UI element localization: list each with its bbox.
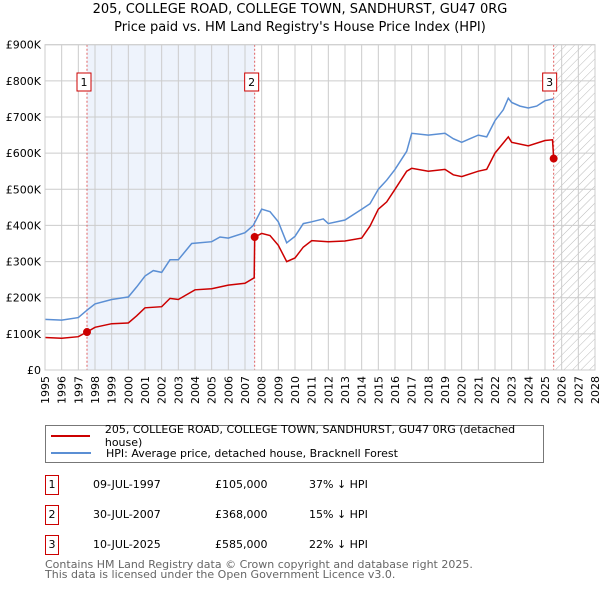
x-tick-label: 2002 — [156, 376, 169, 404]
sale-flag-label: 1 — [81, 76, 88, 89]
sale-date: 10-JUL-2025 — [93, 538, 161, 551]
x-tick-label: 2010 — [289, 376, 302, 404]
chart-title: 205, COLLEGE ROAD, COLLEGE TOWN, SANDHUR… — [92, 2, 508, 17]
x-tick-label: 2014 — [356, 376, 369, 404]
footer-line-2: This data is licensed under the Open Gov… — [45, 568, 396, 581]
x-tick-label: 2007 — [239, 376, 252, 404]
x-tick-label: 2013 — [339, 376, 352, 404]
footer: Contains HM Land Registry data © Crown c… — [45, 558, 473, 581]
x-tick-label: 2027 — [572, 376, 585, 404]
legend-label-property: 205, COLLEGE ROAD, COLLEGE TOWN, SANDHUR… — [104, 423, 516, 449]
x-tick-label: 2004 — [189, 376, 202, 404]
x-tick-label: 2026 — [556, 376, 569, 404]
y-tick-label: £0 — [27, 364, 41, 377]
x-tick-label: 2016 — [389, 376, 402, 404]
x-tick-label: 2018 — [422, 376, 435, 404]
x-tick-label: 1995 — [39, 376, 52, 404]
x-tick-label: 2020 — [456, 376, 469, 404]
sale-price: £585,000 — [215, 538, 268, 551]
x-tick-label: 2008 — [256, 376, 269, 404]
y-tick-label: £500K — [6, 183, 42, 196]
x-tick-label: 1997 — [72, 376, 85, 404]
sale-hpi-diff: 22% ↓ HPI — [309, 538, 368, 551]
sale-date: 09-JUL-1997 — [93, 478, 161, 491]
y-tick-label: £800K — [6, 75, 42, 88]
y-tick-label: £100K — [6, 328, 42, 341]
x-tick-label: 2006 — [222, 376, 235, 404]
legend: 205, COLLEGE ROAD, COLLEGE TOWN, SANDHUR… — [45, 423, 544, 463]
legend-swatch-hpi — [51, 452, 91, 454]
y-tick-label: £300K — [6, 256, 42, 269]
sale-price: £105,000 — [215, 478, 268, 491]
forecast-hatch — [553, 44, 595, 370]
sale-flag-box — [244, 72, 260, 92]
x-tick-label: 2011 — [306, 376, 319, 404]
y-tick-label: £700K — [6, 111, 42, 124]
x-tick-label: 2015 — [372, 376, 385, 404]
x-tick-label: 1999 — [106, 376, 119, 404]
property-price-line — [44, 135, 555, 339]
footer-line-1: Contains HM Land Registry data © Crown c… — [45, 558, 473, 571]
y-tick-label: £600K — [6, 147, 42, 160]
sale-marker — [250, 232, 259, 241]
legend-item-property: 205, COLLEGE ROAD, COLLEGE TOWN, SANDHUR… — [46, 423, 543, 449]
x-tick-label: 2012 — [322, 376, 335, 404]
x-tick-label: 2001 — [139, 376, 152, 404]
y-tick-label: £200K — [6, 292, 42, 305]
x-tick-label: 2009 — [272, 376, 285, 404]
sale-flag-box — [76, 72, 92, 92]
legend-swatch-property — [51, 435, 90, 437]
y-tick-label: £400K — [6, 219, 42, 232]
sale-badge: 2 — [45, 505, 59, 525]
x-tick-label: 1996 — [56, 376, 69, 404]
chart-subtitle: Price paid vs. HM Land Registry's House … — [114, 20, 486, 35]
legend-label-hpi: HPI: Average price, detached house, Brac… — [106, 446, 398, 460]
sale-hpi-diff: 37% ↓ HPI — [309, 478, 368, 491]
x-tick-label: 2005 — [206, 376, 219, 404]
y-tick-label: £900K — [6, 39, 42, 52]
sale-date: 30-JUL-2007 — [93, 508, 161, 521]
x-tick-label: 2028 — [589, 376, 600, 404]
legend-item-hpi: HPI: Average price, detached house, Brac… — [46, 445, 398, 461]
sale-hpi-diff: 15% ↓ HPI — [309, 508, 368, 521]
x-tick-label: 2003 — [172, 376, 185, 404]
sale-badge: 3 — [45, 535, 59, 555]
sale-flag-label: 3 — [546, 76, 553, 89]
sale-badge: 1 — [45, 475, 59, 495]
sale-marker — [83, 328, 91, 337]
chart-svg: 1995 1996 1997 1998 1999 2000 2001 2002 2003 2004… — [6, 39, 600, 404]
x-tick-label: 2025 — [539, 376, 552, 404]
x-tick-label: 2019 — [439, 376, 452, 404]
x-tick-label: 2000 — [122, 376, 135, 404]
sale-flag-label: 2 — [248, 76, 255, 89]
x-tick-label: 2023 — [506, 376, 519, 404]
x-tick-label: 2022 — [489, 376, 502, 404]
x-tick-label: 1998 — [89, 376, 102, 404]
sale-price: £368,000 — [215, 508, 268, 521]
sale-flag-box — [542, 72, 558, 92]
plot-border — [44, 44, 596, 371]
shaded-period — [87, 44, 255, 370]
hpi-line — [44, 96, 554, 321]
x-tick-label: 2021 — [472, 376, 485, 404]
x-tick-label: 2024 — [522, 376, 535, 404]
x-tick-label: 2017 — [406, 376, 419, 404]
sale-marker — [549, 154, 558, 163]
